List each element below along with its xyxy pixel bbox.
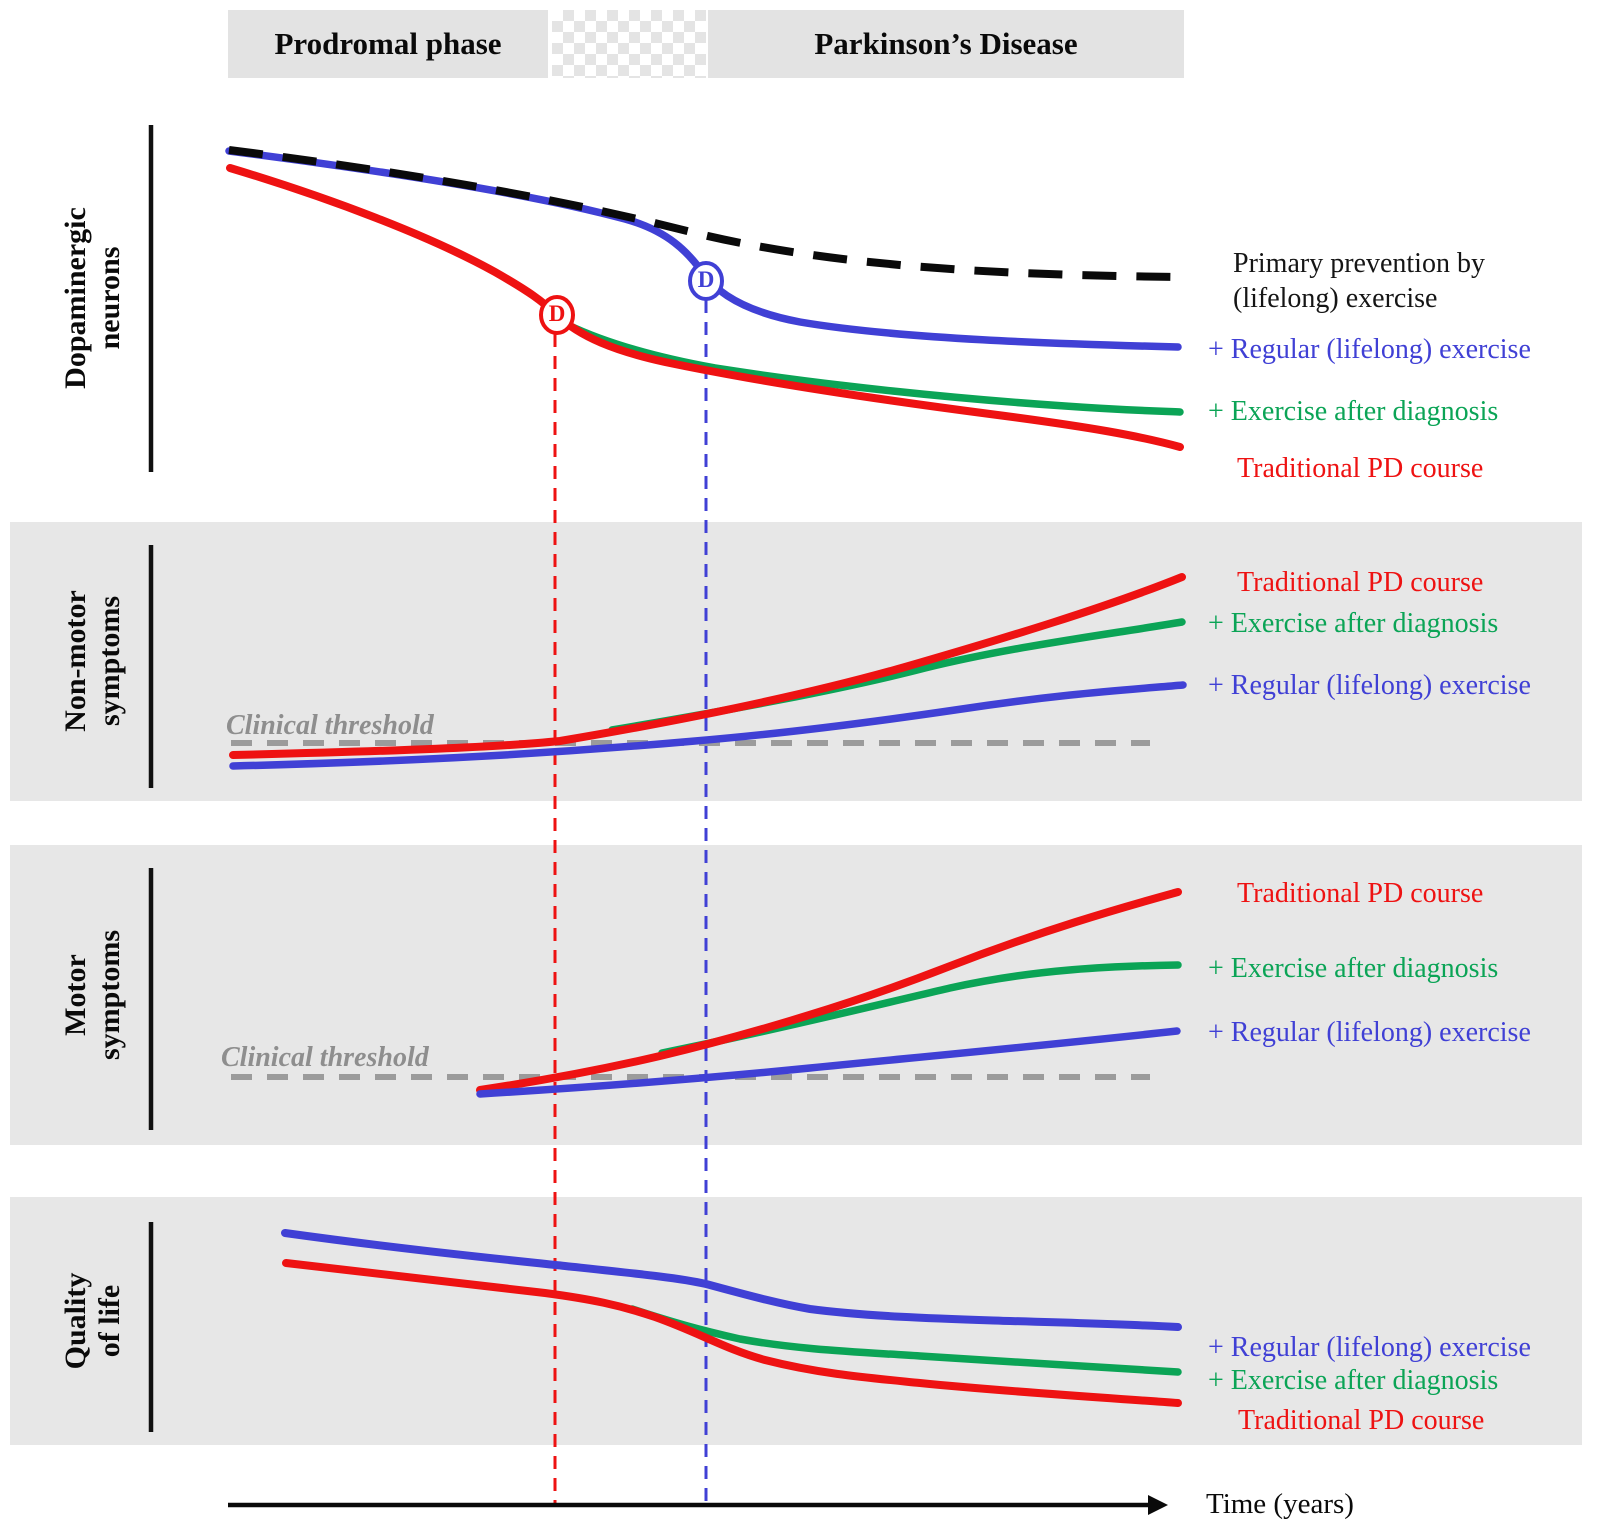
- p1-legend-primary-prevention-line2: (lifelong) exercise: [1233, 283, 1438, 314]
- p1-curve-primary-prevention: [228, 146, 1179, 281]
- diagnosis-marker-circle-regular: [688, 261, 724, 301]
- p1-curve-traditional-pd: [226, 164, 1184, 451]
- p1-legend-exercise-after-diagnosis: + Exercise after diagnosis: [1208, 396, 1499, 427]
- motor-symptoms-panel: [10, 845, 1582, 1145]
- p4-legend-exercise-after-diagnosis: + Exercise after diagnosis: [1208, 1365, 1499, 1396]
- p4-legend-regular-exercise: + Regular (lifelong) exercise: [1208, 1332, 1531, 1363]
- p3-legend-traditional-pd: Traditional PD course: [1237, 878, 1484, 909]
- p1-legend-traditional-pd: Traditional PD course: [1237, 453, 1484, 484]
- p1-legend-regular-exercise: + Regular (lifelong) exercise: [1208, 334, 1531, 365]
- time-axis-arrowhead: [1148, 1495, 1168, 1515]
- parkinsons-disease-label: Parkinson’s Disease: [814, 26, 1078, 61]
- prodromal-phase-header: Prodromal phase: [228, 10, 548, 78]
- parkinsons-disease-header: Parkinson’s Disease: [708, 10, 1184, 78]
- diagnosis-marker-letter-traditional: D: [548, 301, 566, 326]
- motor-clinical-threshold-label: Clinical threshold: [221, 1042, 429, 1073]
- diagnosis-marker-letter-regular: D: [697, 267, 715, 292]
- p4-legend-traditional-pd: Traditional PD course: [1238, 1405, 1485, 1436]
- p3-legend-regular-exercise: + Regular (lifelong) exercise: [1208, 1017, 1531, 1048]
- non-motor-clinical-threshold-label: Clinical threshold: [226, 710, 434, 741]
- p4-curve-exercise-after-diagnosis: [628, 1305, 1182, 1376]
- p3-curve-regular-exercise: [476, 1027, 1181, 1098]
- p2-legend-traditional-pd: Traditional PD course: [1237, 567, 1484, 598]
- diagnosis-marker-circle-traditional: [539, 295, 575, 335]
- p1-curve-exercise-after-diagnosis: [564, 321, 1184, 416]
- time-axis-label: Time (years): [1206, 1488, 1354, 1520]
- p4-curve-traditional-pd: [282, 1259, 1182, 1407]
- phase-transition-checkerboard: [552, 10, 706, 78]
- p2-curve-regular-exercise: [229, 681, 1187, 770]
- quality-of-life-panel: [10, 1197, 1582, 1445]
- p1-legend-primary-prevention-line1: Primary prevention by: [1233, 248, 1485, 279]
- p3-legend-exercise-after-diagnosis: + Exercise after diagnosis: [1208, 953, 1499, 984]
- p4-curve-regular-exercise: [281, 1229, 1182, 1331]
- p2-legend-regular-exercise: + Regular (lifelong) exercise: [1208, 670, 1531, 701]
- p2-curve-traditional-pd: [229, 573, 1186, 759]
- p1-curve-regular-exercise: [225, 147, 1182, 351]
- prodromal-phase-label: Prodromal phase: [274, 26, 502, 61]
- p2-legend-exercise-after-diagnosis: + Exercise after diagnosis: [1208, 608, 1499, 639]
- p3-curve-traditional-pd: [476, 888, 1182, 1094]
